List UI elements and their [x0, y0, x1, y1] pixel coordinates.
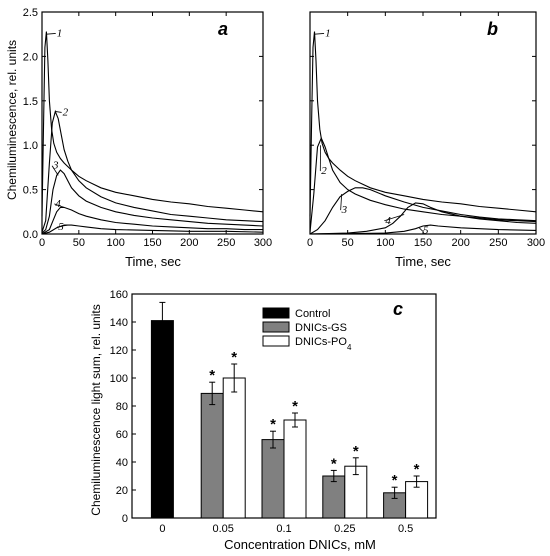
panel-c-significance-star: *: [414, 461, 420, 478]
panel-a-y-tick-label: 2.0: [23, 51, 38, 63]
panel-a-y-tick-label: 2.5: [23, 7, 38, 19]
panel-a-series-4-leader: [54, 203, 65, 208]
panel-c-significance-star: *: [231, 349, 237, 366]
panel-c-bar-dnics-gs: [322, 475, 346, 519]
panel-c-significance-star: *: [209, 367, 215, 384]
panel-b-x-tick-label: 200: [451, 237, 469, 249]
panel-a-series-4-line: [41, 206, 263, 235]
panel-b-series-3-leader: [340, 194, 343, 211]
panel-c-label: c: [393, 299, 403, 319]
panel-c-y-tick-label: 0: [122, 513, 128, 525]
panel-c-bar-control: [150, 320, 174, 519]
panel-a-series-3-leader: [51, 165, 59, 176]
panel-a-x-tick-label: 250: [217, 237, 235, 249]
legend-swatch-control: [262, 307, 290, 319]
panel-b-series-2-line: [309, 136, 537, 233]
panel-a-x-axis-label: Time, sec: [125, 254, 181, 269]
panel-a-x-tick-label: 50: [73, 237, 85, 249]
panel-a-series-1-line: [41, 31, 264, 217]
panel-b-series-4-label: 4: [385, 215, 391, 227]
panel-b-label: b: [487, 19, 498, 39]
panel-a-label: a: [218, 19, 228, 39]
panel-c-y-tick-label: 20: [116, 485, 128, 497]
panel-a-x-tick-label: 300: [254, 237, 272, 249]
panel-b-series-5-label: 5: [423, 225, 429, 237]
panel-c-chart: Chemiluminescence light sum, rel. units …: [89, 289, 437, 552]
panel-a-series-2-leader: [55, 111, 62, 113]
panel-a-chart: Chemiluminescence, rel. units a Time, se…: [5, 7, 272, 269]
panel-a-series-1-label: 1: [57, 27, 63, 39]
panel-b-chart: b Time, sec 0 50 100 150 200 250 300 1 2 3 4 5: [307, 11, 545, 269]
panel-a-x-tick-label: 100: [106, 237, 124, 249]
panel-a-series-5-line: [41, 224, 264, 235]
panel-b-series-3-label: 3: [341, 204, 348, 216]
panel-b-frame: [309, 11, 537, 235]
panel-b-series-1-line: [309, 31, 537, 217]
legend-swatch-dnics-gs: [262, 321, 290, 333]
panel-c-bar-dnics-po4: [222, 377, 246, 519]
panel-b-series-5-leader: [418, 227, 423, 231]
panel-c-x-tick-label: 0.25: [334, 523, 355, 535]
legend-label-dnics-po4: DNICs-PO4: [295, 336, 352, 352]
panel-b-series-2-label: 2: [321, 165, 327, 177]
panel-b-x-tick-label: 150: [414, 237, 432, 249]
legend-label-control: Control: [295, 308, 330, 320]
panel-b-x-tick-label: 50: [342, 237, 354, 249]
panel-a-series-3-line: [41, 169, 264, 234]
panel-b-x-tick-label: 250: [489, 237, 507, 249]
panel-c-x-tick-label: 0.1: [276, 523, 291, 535]
panel-a-y-tick-label: 1.0: [23, 140, 38, 152]
panel-c-y-tick-label: 100: [110, 373, 128, 385]
panel-a-series-2-line: [41, 109, 264, 233]
panel-c-y-tick-label: 160: [110, 289, 128, 301]
panel-c-y-tick-label: 140: [110, 317, 128, 329]
panel-a-y-axis-label: Chemiluminescence, rel. units: [5, 40, 19, 200]
panel-b-x-tick-label: 0: [307, 237, 313, 249]
panel-c-x-tick-label: 0.05: [212, 523, 233, 535]
panel-a-series-1-leader: [46, 33, 56, 35]
panel-a-y-tick-label: 1.5: [23, 96, 38, 108]
panel-a-series-3-label: 3: [52, 160, 59, 172]
panel-b-x-tick-label: 300: [527, 237, 545, 249]
panel-b-series-5-line: [309, 224, 537, 235]
panel-c-y-tick-label: 80: [116, 401, 128, 413]
panel-a-x-tick-label: 150: [143, 237, 161, 249]
panel-c-y-tick-label: 40: [116, 457, 128, 469]
panel-c-bar-dnics-gs: [261, 439, 285, 519]
panel-c-bar-dnics-gs: [200, 392, 224, 519]
panel-c-x-tick-label: 0.5: [398, 523, 413, 535]
panel-c-x-tick-label: 0: [159, 523, 165, 535]
panel-c-y-axis-label: Chemiluminescence light sum, rel. units: [89, 304, 103, 515]
panel-a-series-5-leader: [57, 224, 68, 228]
panel-a-series-2-label: 2: [63, 106, 69, 118]
panel-b-series-3-line: [309, 187, 537, 235]
legend-swatch-dnics-po4: [262, 335, 290, 347]
panel-b-series-4-leader: [384, 214, 405, 222]
panel-c-significance-star: *: [353, 443, 359, 460]
panel-b-series-4-line: [309, 202, 537, 235]
legend-label-dnics-gs: DNICs-GS: [295, 322, 347, 334]
panel-a-y-tick-label: 0.0: [23, 229, 38, 241]
panel-c-significance-star: *: [392, 472, 398, 489]
panel-c-significance-star: *: [270, 416, 276, 433]
panel-c-significance-star: *: [292, 398, 298, 415]
panel-b-series-1-label: 1: [325, 27, 331, 39]
panel-b-x-tick-label: 100: [376, 237, 394, 249]
panel-c-bar-dnics-po4: [283, 419, 307, 519]
panel-c-y-tick-label: 120: [110, 345, 128, 357]
panel-a-series-4-label: 4: [55, 198, 61, 210]
panel-c-x-axis-label: Concentration DNICs, mM: [224, 537, 376, 552]
panel-a-y-tick-label: 0.5: [23, 185, 38, 197]
panel-c-significance-star: *: [331, 455, 337, 472]
panel-b-x-axis-label: Time, sec: [395, 254, 451, 269]
panel-a-series-5-label: 5: [58, 221, 64, 233]
panel-a-frame: [41, 11, 264, 235]
panel-a-x-tick-label: 200: [180, 237, 198, 249]
panel-c-y-tick-label: 60: [116, 429, 128, 441]
panel-b-series-1-leader: [314, 33, 325, 35]
panel-a-x-tick-label: 0: [39, 237, 45, 249]
